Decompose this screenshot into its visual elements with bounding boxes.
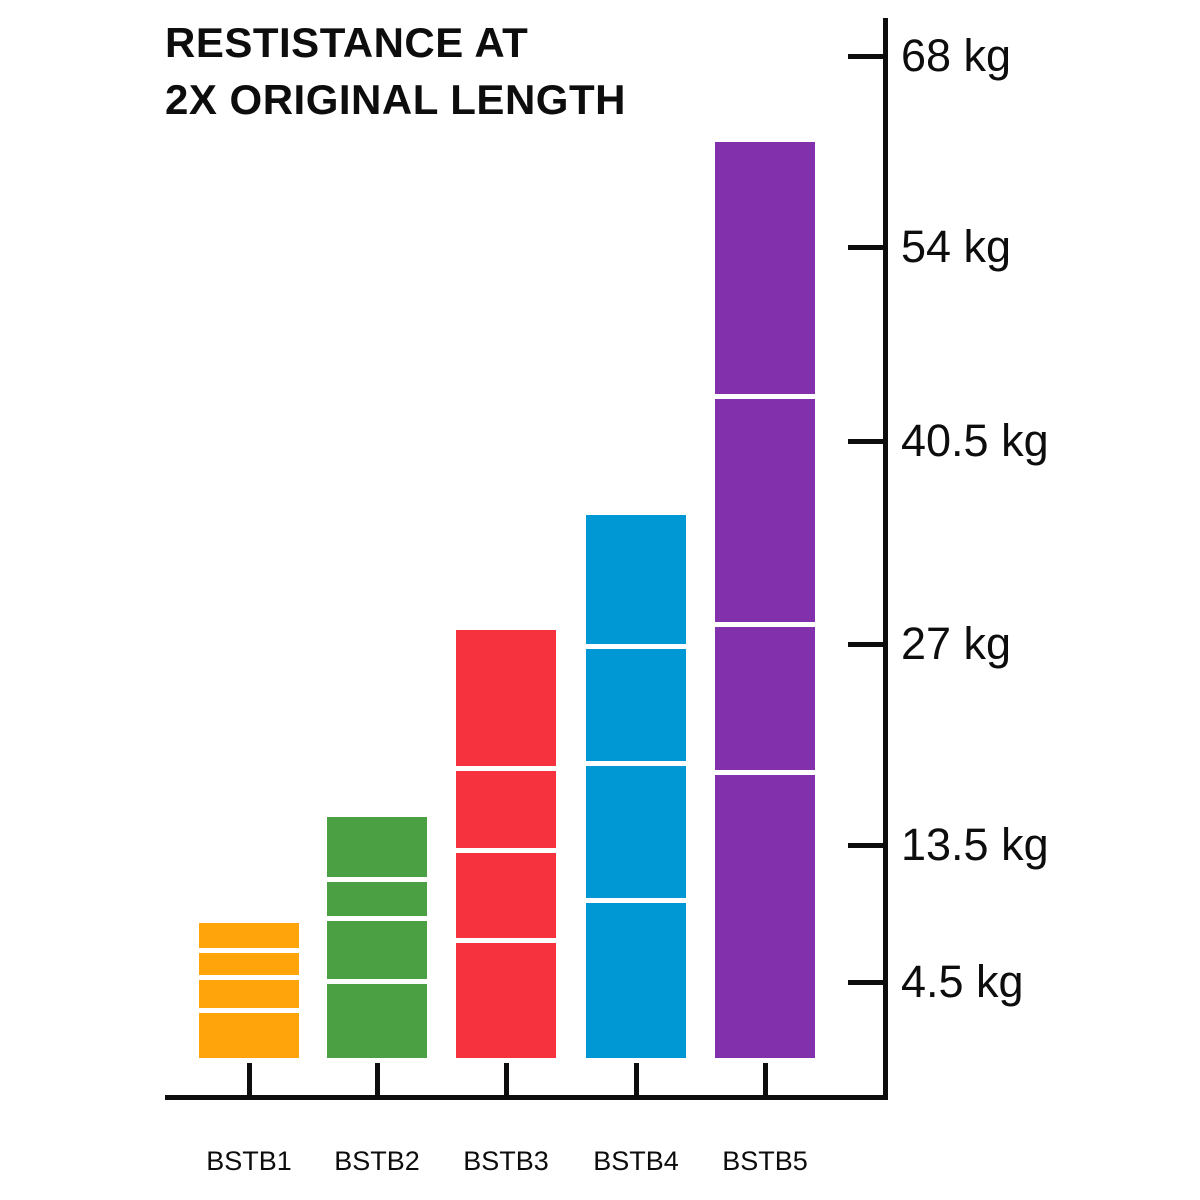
- x-label-bstb2: BSTB2: [334, 1146, 420, 1176]
- x-tick-bstb2: [375, 1063, 380, 1095]
- y-tick-54: [848, 245, 888, 250]
- bar-bstb3: [456, 630, 556, 1058]
- x-tick-bstb4: [634, 1063, 639, 1095]
- y-axis-line: [883, 18, 888, 1100]
- bar-bstb3-segment-3: [456, 853, 556, 938]
- bar-bstb5-segment-4: [715, 775, 815, 1058]
- bar-bstb1-segment-4: [199, 1013, 299, 1058]
- y-tick-13.5: [848, 843, 888, 848]
- bar-bstb4-segment-1: [586, 515, 686, 644]
- x-tick-bstb5: [763, 1063, 768, 1095]
- bar-bstb1: [199, 923, 299, 1058]
- y-tick-40.5: [848, 439, 888, 444]
- x-label-bstb5: BSTB5: [722, 1146, 808, 1176]
- bar-bstb3-segment-2: [456, 771, 556, 848]
- y-tick-27: [848, 642, 888, 647]
- y-tick-label-27: 27 kg: [901, 618, 1012, 669]
- y-tick-label-54: 54 kg: [901, 221, 1012, 272]
- chart-title-line1: RESTISTANCE AT: [165, 19, 529, 66]
- y-tick-4.5: [848, 980, 888, 985]
- bar-bstb1-segment-2: [199, 953, 299, 975]
- bar-bstb3-segment-1: [456, 630, 556, 766]
- bar-bstb1-segment-3: [199, 980, 299, 1008]
- bar-bstb5-segment-3: [715, 627, 815, 770]
- y-tick-68: [848, 54, 888, 59]
- bar-bstb4-segment-2: [586, 649, 686, 761]
- x-tick-bstb1: [247, 1063, 252, 1095]
- x-tick-bstb3: [504, 1063, 509, 1095]
- y-tick-label-4.5: 4.5 kg: [901, 956, 1024, 1007]
- bar-bstb5: [715, 142, 815, 1058]
- bar-bstb3-segment-4: [456, 943, 556, 1058]
- x-label-bstb1: BSTB1: [206, 1146, 292, 1176]
- bar-bstb2-segment-2: [327, 882, 427, 916]
- x-axis-line: [165, 1095, 888, 1100]
- bar-bstb5-segment-2: [715, 399, 815, 622]
- y-tick-label-68: 68 kg: [901, 30, 1012, 81]
- y-tick-label-13.5: 13.5 kg: [901, 819, 1049, 870]
- bar-bstb4-segment-3: [586, 766, 686, 898]
- y-tick-label-40.5: 40.5 kg: [901, 415, 1049, 466]
- chart-title-line2: 2X ORIGINAL LENGTH: [165, 76, 626, 123]
- x-label-bstb3: BSTB3: [463, 1146, 549, 1176]
- bar-bstb2: [327, 817, 427, 1058]
- bar-bstb1-segment-1: [199, 923, 299, 948]
- bar-bstb4-segment-4: [586, 903, 686, 1058]
- bar-bstb5-segment-1: [715, 142, 815, 394]
- bar-bstb2-segment-4: [327, 984, 427, 1058]
- bar-bstb2-segment-1: [327, 817, 427, 877]
- x-label-bstb4: BSTB4: [593, 1146, 679, 1176]
- bar-bstb2-segment-3: [327, 921, 427, 979]
- chart-title: RESTISTANCE AT 2X ORIGINAL LENGTH: [165, 14, 626, 128]
- bar-bstb4: [586, 515, 686, 1058]
